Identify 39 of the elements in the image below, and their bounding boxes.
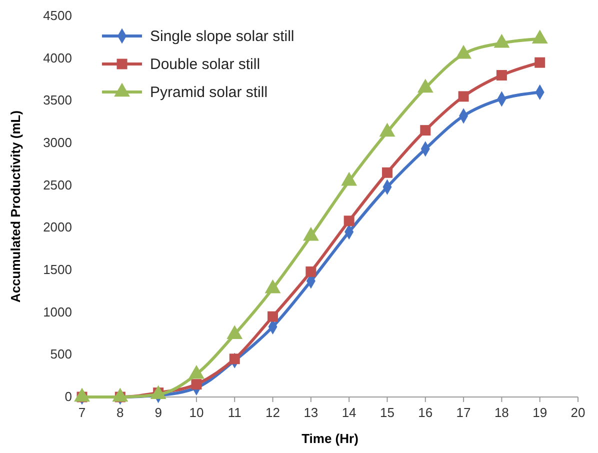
point xyxy=(496,70,507,81)
y-tick-label: 500 xyxy=(50,346,72,362)
y-tick-label: 1500 xyxy=(43,262,72,277)
point xyxy=(420,125,431,136)
y-tick-label: 1000 xyxy=(43,304,72,320)
y-tick-label: 4500 xyxy=(43,8,72,23)
x-tick-label: 20 xyxy=(570,405,586,420)
point xyxy=(534,57,546,68)
x-tick-label: 16 xyxy=(418,405,433,420)
x-tick-label: 15 xyxy=(380,405,394,420)
point xyxy=(382,167,392,178)
x-tick-label: 18 xyxy=(494,405,509,420)
x-tick-label: 12 xyxy=(266,405,280,420)
y-tick-label: 4000 xyxy=(43,50,72,66)
legend-label: Single slope solar still xyxy=(150,28,294,45)
legend-label: Pyramid solar still xyxy=(150,84,268,101)
y-tick-label: 3500 xyxy=(43,92,72,108)
x-tick-label: 17 xyxy=(456,405,471,420)
point xyxy=(229,354,240,364)
x-axis-title: Time (Hr) xyxy=(302,431,358,446)
legend-label: Double solar still xyxy=(150,56,260,73)
x-tick-label: 9 xyxy=(154,405,162,420)
x-tick-label: 19 xyxy=(532,405,548,420)
point xyxy=(306,266,316,277)
y-axis-title: Accumulated Productivity (mL) xyxy=(8,110,23,303)
x-tick-label: 11 xyxy=(228,405,242,420)
y-tick-label: 3000 xyxy=(43,135,72,150)
y-tick-label: 2500 xyxy=(43,177,72,192)
point xyxy=(268,311,278,322)
y-tick-label: 2000 xyxy=(43,220,72,235)
x-tick-label: 10 xyxy=(189,405,204,420)
y-tick-label: 0 xyxy=(64,389,72,404)
x-tick-label: 14 xyxy=(342,405,356,420)
point xyxy=(344,216,354,226)
x-tick-label: 7 xyxy=(78,405,86,420)
x-tick-label: 8 xyxy=(116,405,124,420)
point xyxy=(191,379,202,390)
point xyxy=(458,91,469,102)
x-tick-label: 13 xyxy=(304,405,318,420)
